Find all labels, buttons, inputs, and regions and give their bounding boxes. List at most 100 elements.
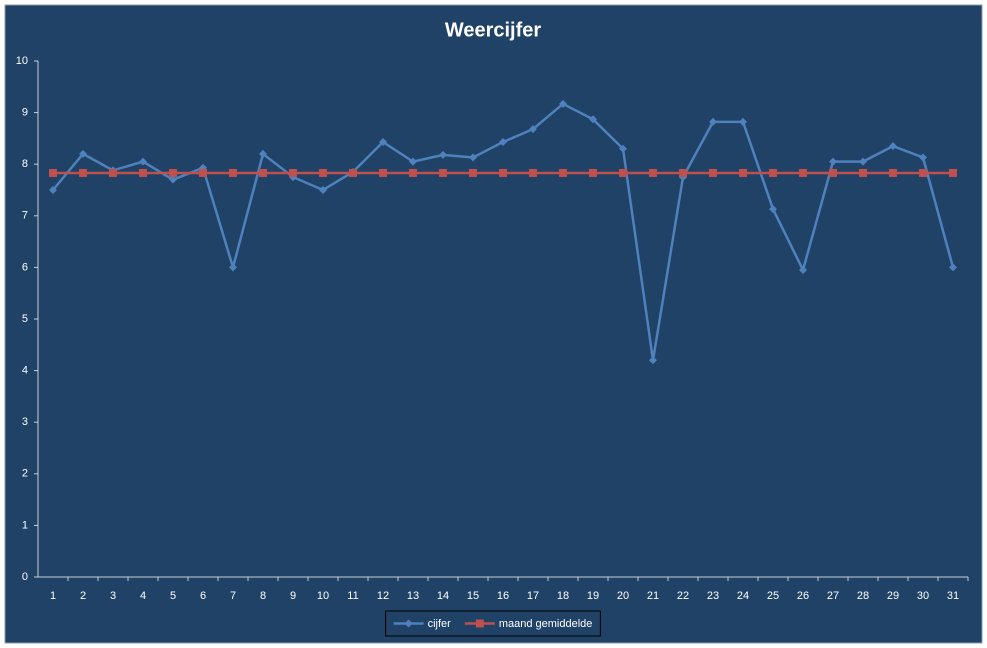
marker [499,168,507,177]
marker [404,619,413,628]
marker [739,117,747,126]
marker [889,142,897,151]
marker [79,168,87,177]
marker [439,168,447,177]
y-tick-label: 2 [22,468,28,480]
marker [559,168,567,177]
marker [229,263,237,272]
x-tick-label: 11 [347,590,358,602]
x-tick-label: 3 [110,590,116,602]
marker [49,186,57,194]
x-tick-label: 15 [467,590,479,602]
y-tick-label: 1 [22,519,28,531]
marker [919,168,927,177]
marker [889,168,897,177]
marker [169,168,177,177]
y-tick-label: 9 [22,107,28,119]
y-tick-label: 8 [22,158,28,170]
marker [79,149,87,158]
y-tick-label: 3 [22,416,28,428]
x-tick-label: 10 [317,590,329,602]
marker [289,168,297,177]
y-tick-label: 7 [22,210,28,222]
x-tick-label: 6 [200,590,206,602]
marker [475,619,484,628]
marker [739,168,747,177]
x-tick-label: 23 [707,590,719,602]
marker [769,205,777,214]
x-tick-label: 22 [677,590,689,602]
x-tick-label: 29 [887,590,899,602]
marker [949,263,957,272]
marker [799,168,807,177]
marker [619,144,627,153]
marker [439,150,447,159]
x-tick-label: 25 [767,590,779,602]
marker [649,356,657,365]
marker [379,168,387,177]
marker [139,168,147,177]
x-tick-label: 19 [587,590,599,602]
marker [709,117,717,126]
y-tick-label: 5 [22,313,28,325]
x-tick-label: 27 [827,590,839,602]
marker [589,168,597,177]
marker [829,168,837,177]
marker [529,168,537,177]
marker [139,157,147,166]
marker [259,168,267,177]
marker [169,175,177,184]
x-tick-label: 8 [260,590,266,602]
x-tick-label: 1 [50,590,56,602]
marker [469,153,477,162]
marker [859,157,867,166]
marker [409,157,417,166]
marker [859,168,867,177]
x-tick-label: 5 [170,590,176,602]
y-tick-label: 10 [16,55,28,67]
marker [529,125,537,134]
x-tick-label: 13 [407,590,419,602]
x-tick-label: 7 [230,590,236,602]
x-tick-label: 2 [80,590,86,602]
marker [259,149,267,158]
marker [619,168,627,177]
marker [229,168,237,177]
marker [319,186,327,194]
marker [559,99,567,108]
marker [469,168,477,177]
x-tick-label: 28 [857,590,869,602]
marker [709,168,717,177]
marker [409,168,417,177]
y-tick-label: 6 [22,261,28,273]
marker [769,168,777,177]
x-tick-label: 31 [947,590,959,602]
x-tick-label: 9 [290,590,296,602]
x-tick-label: 17 [527,590,539,602]
marker [829,157,837,166]
legend-box [385,610,601,637]
marker [679,168,687,177]
y-tick-label: 4 [22,365,28,377]
marker [499,138,507,147]
marker [949,168,957,177]
x-tick-label: 14 [437,590,449,602]
marker [199,168,207,177]
marker [349,168,357,177]
x-tick-label: 16 [497,590,509,602]
legend-label: maand gemiddelde [499,618,593,630]
x-tick-label: 4 [140,590,146,602]
legend-label: cijfer [428,618,452,630]
marker [379,138,387,147]
marker [319,168,327,177]
marker [649,168,657,177]
x-tick-label: 20 [617,590,629,602]
legend: cijfer maand gemiddelde [385,610,601,637]
marker [49,168,57,177]
x-tick-label: 30 [917,590,929,602]
x-tick-label: 18 [557,590,569,602]
marker [799,265,807,274]
y-tick-label: 0 [22,571,28,583]
marker [109,168,117,177]
